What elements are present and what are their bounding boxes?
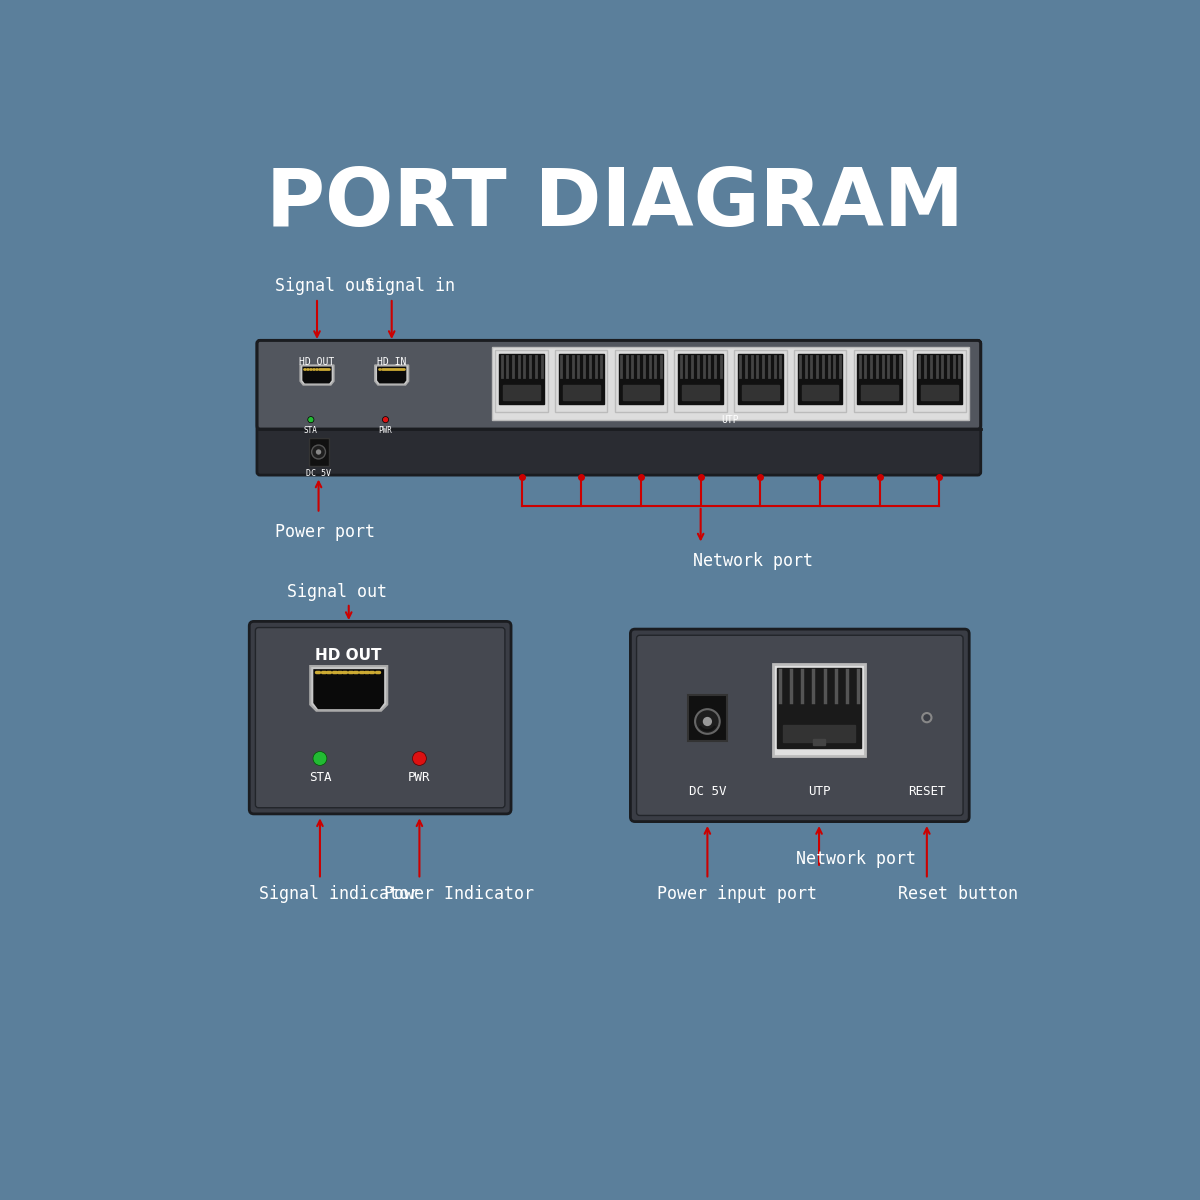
Text: Power port: Power port xyxy=(275,523,374,541)
Polygon shape xyxy=(313,670,384,709)
Bar xyxy=(734,350,786,412)
Polygon shape xyxy=(302,366,331,384)
Bar xyxy=(794,350,846,412)
Text: HD OUT: HD OUT xyxy=(316,648,382,664)
Text: DC 5V: DC 5V xyxy=(306,469,331,478)
FancyBboxPatch shape xyxy=(257,341,980,428)
Bar xyxy=(742,385,779,401)
Text: RESET: RESET xyxy=(908,785,946,798)
Bar xyxy=(499,354,544,404)
Text: Signal indicator: Signal indicator xyxy=(259,884,419,902)
Bar xyxy=(857,354,902,404)
Polygon shape xyxy=(374,365,409,385)
Text: UTP: UTP xyxy=(808,785,830,798)
FancyBboxPatch shape xyxy=(250,622,511,814)
Text: PWR: PWR xyxy=(379,426,392,434)
Circle shape xyxy=(413,751,426,766)
Bar xyxy=(776,667,862,749)
Circle shape xyxy=(307,416,314,422)
Bar xyxy=(798,354,842,404)
Circle shape xyxy=(703,716,712,726)
Text: STA: STA xyxy=(308,770,331,784)
Bar xyxy=(559,354,604,404)
Bar xyxy=(492,347,970,420)
Bar xyxy=(563,385,600,401)
Bar xyxy=(623,385,660,401)
Bar xyxy=(738,354,782,404)
Bar xyxy=(619,354,664,404)
Bar xyxy=(496,350,548,412)
Bar xyxy=(812,739,826,745)
Bar xyxy=(853,350,906,412)
Text: Power Indicator: Power Indicator xyxy=(384,884,534,902)
Text: PWR: PWR xyxy=(408,770,431,784)
Bar xyxy=(913,350,966,412)
Bar xyxy=(674,350,727,412)
Bar xyxy=(614,350,667,412)
Circle shape xyxy=(312,445,325,458)
Wedge shape xyxy=(698,725,716,732)
Bar xyxy=(503,385,540,401)
Polygon shape xyxy=(300,365,334,385)
Bar xyxy=(678,354,722,404)
Polygon shape xyxy=(377,366,407,384)
Circle shape xyxy=(695,709,720,734)
Bar xyxy=(258,428,979,474)
Circle shape xyxy=(313,751,326,766)
Text: STA: STA xyxy=(304,426,318,434)
Text: Network port: Network port xyxy=(692,552,812,570)
Bar xyxy=(688,695,727,740)
Bar xyxy=(556,350,607,412)
Circle shape xyxy=(316,449,322,455)
Text: PORT DIAGRAM: PORT DIAGRAM xyxy=(266,166,964,244)
Text: Network port: Network port xyxy=(796,850,916,868)
Text: Signal out: Signal out xyxy=(287,583,386,601)
Bar xyxy=(917,354,961,404)
Text: HD IN: HD IN xyxy=(377,358,407,367)
FancyBboxPatch shape xyxy=(630,629,970,822)
Text: Power input port: Power input port xyxy=(658,884,817,902)
Text: HD OUT: HD OUT xyxy=(299,358,335,367)
Polygon shape xyxy=(311,666,388,710)
Bar xyxy=(773,664,865,756)
Bar xyxy=(782,725,856,743)
Text: DC 5V: DC 5V xyxy=(689,785,726,798)
Bar xyxy=(802,385,839,401)
Text: UTP: UTP xyxy=(721,415,739,425)
FancyBboxPatch shape xyxy=(636,635,964,816)
Bar xyxy=(308,438,329,466)
Circle shape xyxy=(923,713,931,722)
FancyBboxPatch shape xyxy=(256,628,505,808)
Bar xyxy=(920,385,958,401)
Circle shape xyxy=(383,416,389,422)
Bar xyxy=(682,385,719,401)
Text: Signal out: Signal out xyxy=(275,277,374,295)
Bar xyxy=(862,385,898,401)
Text: Signal in: Signal in xyxy=(365,277,455,295)
Text: Reset button: Reset button xyxy=(898,884,1018,902)
